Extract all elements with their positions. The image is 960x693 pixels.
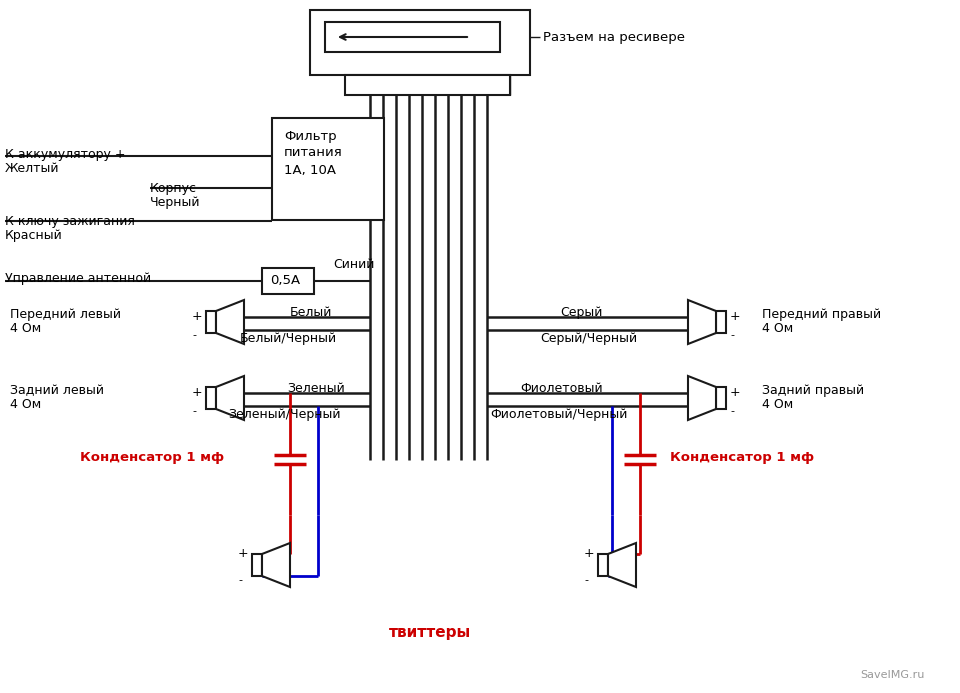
Polygon shape xyxy=(262,543,290,587)
Text: -: - xyxy=(584,575,588,585)
Text: Желтый: Желтый xyxy=(5,162,60,175)
Text: Серый: Серый xyxy=(560,306,602,319)
Text: 4 Ом: 4 Ом xyxy=(762,398,793,411)
Bar xyxy=(252,554,262,576)
Text: Конденсатор 1 мф: Конденсатор 1 мф xyxy=(80,451,224,464)
Text: Фильтр: Фильтр xyxy=(284,130,337,143)
Text: Управление антенной: Управление антенной xyxy=(5,272,151,285)
Polygon shape xyxy=(216,376,244,420)
Text: Зеленый: Зеленый xyxy=(287,382,345,395)
Bar xyxy=(716,311,726,333)
Text: -: - xyxy=(730,406,734,416)
Text: +: + xyxy=(192,310,203,323)
Text: -: - xyxy=(238,575,242,585)
Text: Задний левый: Задний левый xyxy=(10,384,104,397)
Text: 1А, 10А: 1А, 10А xyxy=(284,164,336,177)
Text: 4 Ом: 4 Ом xyxy=(10,322,41,335)
Text: 0,5А: 0,5А xyxy=(270,274,300,287)
Bar xyxy=(262,268,314,294)
Text: +: + xyxy=(192,386,203,399)
Text: Передний левый: Передний левый xyxy=(10,308,121,321)
Text: Черный: Черный xyxy=(150,196,201,209)
Text: -: - xyxy=(730,330,734,340)
Polygon shape xyxy=(688,300,716,344)
Text: 4 Ом: 4 Ом xyxy=(762,322,793,335)
Bar xyxy=(325,22,500,52)
Text: Задний правый: Задний правый xyxy=(762,384,864,397)
Text: твиттеры: твиттеры xyxy=(389,625,471,640)
Text: Зеленый/Черный: Зеленый/Черный xyxy=(228,408,341,421)
Text: +: + xyxy=(584,547,594,560)
Bar xyxy=(345,75,510,95)
Text: Корпус: Корпус xyxy=(150,182,197,195)
Polygon shape xyxy=(216,300,244,344)
Bar xyxy=(206,311,216,333)
Text: Конденсатор 1 мф: Конденсатор 1 мф xyxy=(670,451,814,464)
Polygon shape xyxy=(608,543,636,587)
Text: Разъем на ресивере: Разъем на ресивере xyxy=(543,30,685,44)
Text: Передний правый: Передний правый xyxy=(762,308,881,321)
Text: +: + xyxy=(238,547,249,560)
Text: К ключу зажигания: К ключу зажигания xyxy=(5,215,134,228)
Text: питания: питания xyxy=(284,146,343,159)
Text: +: + xyxy=(730,310,740,323)
Bar xyxy=(598,554,608,576)
Text: Красный: Красный xyxy=(5,229,62,242)
Text: +: + xyxy=(730,386,740,399)
Text: -: - xyxy=(192,330,196,340)
Text: SaveIMG.ru: SaveIMG.ru xyxy=(860,670,924,680)
Text: Фиолетовый/Черный: Фиолетовый/Черный xyxy=(490,408,628,421)
Text: Синий: Синий xyxy=(333,258,374,271)
Text: Белый/Черный: Белый/Черный xyxy=(240,332,337,345)
Bar xyxy=(716,387,726,409)
Bar xyxy=(272,118,384,220)
Text: Белый: Белый xyxy=(290,306,332,319)
Text: 4 Ом: 4 Ом xyxy=(10,398,41,411)
Text: Фиолетовый: Фиолетовый xyxy=(520,382,603,395)
Text: К аккумулятору +: К аккумулятору + xyxy=(5,148,126,161)
Polygon shape xyxy=(688,376,716,420)
Text: Серый/Черный: Серый/Черный xyxy=(540,332,637,345)
Bar xyxy=(206,387,216,409)
Bar xyxy=(310,10,530,75)
Text: -: - xyxy=(192,406,196,416)
